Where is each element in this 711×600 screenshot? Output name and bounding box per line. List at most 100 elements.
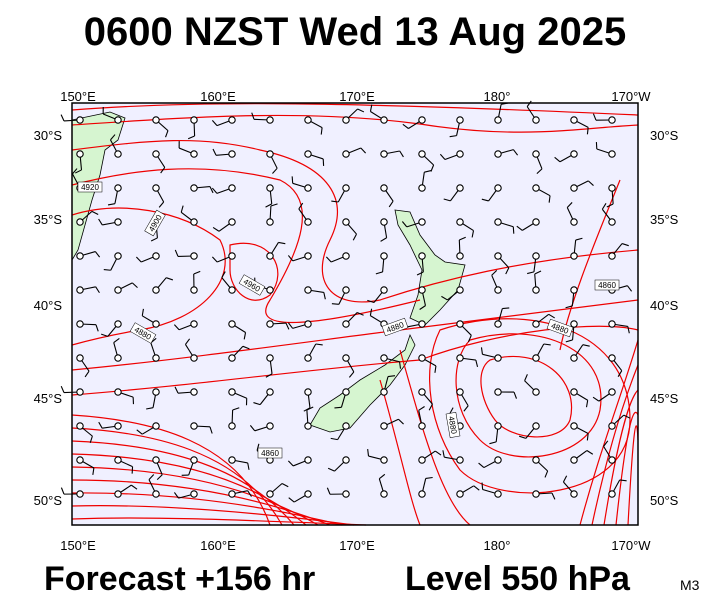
- contour-label-box: [129, 322, 157, 344]
- barb-flag: [348, 371, 355, 378]
- barb-station: [342, 456, 350, 464]
- contour-line: [591, 364, 639, 526]
- top-lon-label: 160°E: [200, 89, 236, 104]
- top-lon-label: 150°E: [60, 89, 96, 104]
- barb-flag: [575, 237, 583, 241]
- barb-station: [418, 252, 426, 260]
- barb-station: [152, 320, 160, 328]
- barb-flag: [513, 391, 518, 399]
- barb-station: [228, 422, 236, 430]
- barb-station: [532, 490, 540, 498]
- barb-station: [304, 116, 312, 124]
- barb-station: [494, 218, 502, 226]
- right-lat-label: 45°S: [650, 391, 679, 406]
- barb-station: [190, 150, 198, 158]
- barb-station: [532, 422, 540, 430]
- barb-station: [76, 150, 84, 158]
- barb-flag: [527, 271, 535, 275]
- barb-flag: [352, 233, 357, 241]
- contour-line: [71, 103, 639, 116]
- barb-flag: [369, 104, 373, 112]
- barb-flag: [463, 405, 469, 412]
- barb-station: [266, 116, 274, 124]
- barb-flag: [481, 482, 484, 490]
- barb-station: [304, 422, 312, 430]
- contour-label: 4920: [77, 181, 103, 193]
- barb-station: [76, 116, 84, 124]
- forecast-label: Forecast +156 hr: [44, 560, 315, 598]
- barb-flag: [428, 403, 433, 411]
- barb-station: [532, 456, 540, 464]
- barb-station: [114, 218, 122, 226]
- contour-label-text: 4880: [447, 416, 459, 436]
- barb-station: [456, 116, 464, 124]
- barb-station: [532, 218, 540, 226]
- barb-flag: [475, 359, 479, 368]
- barb-station: [304, 286, 312, 294]
- barb-station: [266, 490, 274, 498]
- barb-station: [114, 422, 122, 430]
- barb-station: [380, 490, 388, 498]
- barb-station: [570, 218, 578, 226]
- map-frame: [71, 102, 639, 526]
- barb-station: [228, 286, 236, 294]
- barb-station: [266, 252, 274, 260]
- barb-station: [304, 150, 312, 158]
- barb-flag: [502, 307, 510, 310]
- barb-flag: [418, 406, 425, 411]
- barb-flag: [551, 492, 556, 500]
- barb-station: [266, 422, 274, 430]
- barb-station: [342, 388, 350, 396]
- barb-station: [76, 422, 84, 430]
- barb-station: [380, 184, 388, 192]
- barb-flag: [617, 370, 623, 377]
- barb-station: [76, 490, 84, 498]
- barb-flag: [135, 256, 142, 263]
- barb-flag: [425, 476, 433, 479]
- barb-station: [456, 286, 464, 294]
- right-lat-label: 35°S: [650, 212, 679, 227]
- barb-flag: [548, 195, 551, 203]
- barb-station: [570, 490, 578, 498]
- barb-flag: [209, 426, 213, 434]
- contour-label-box: [257, 447, 283, 459]
- barb-flag: [113, 337, 120, 344]
- top-lon-label: 170°E: [339, 89, 375, 104]
- contour-label: 4860: [594, 279, 620, 291]
- barb-station: [342, 354, 350, 362]
- barb-station: [190, 388, 198, 396]
- barb-station: [152, 150, 160, 158]
- barb-station: [152, 116, 160, 124]
- barb-flag: [387, 375, 396, 378]
- barb-flag: [565, 305, 573, 309]
- contour-label-box: [238, 274, 266, 296]
- barb-flag: [211, 119, 218, 126]
- barb-flag: [586, 127, 589, 135]
- barb-flag: [399, 361, 402, 369]
- contours: [71, 103, 639, 526]
- barb-station: [418, 456, 426, 464]
- contour-line: [71, 414, 271, 526]
- barb-station: [532, 116, 540, 124]
- barb-flag: [320, 127, 323, 135]
- barb-station: [190, 252, 198, 260]
- barb-flag: [402, 123, 409, 129]
- barb-flag: [544, 470, 549, 478]
- barb-station: [76, 456, 84, 464]
- barb-flag: [524, 374, 528, 381]
- barb-station: [152, 252, 160, 260]
- barb-station: [266, 320, 274, 328]
- contour-line: [71, 479, 331, 526]
- left-lat-label: 45°S: [34, 391, 63, 406]
- barb-station: [494, 456, 502, 464]
- barb-flag: [399, 150, 404, 158]
- barb-station: [380, 116, 388, 124]
- barb-station: [342, 218, 350, 226]
- barb-flag: [401, 221, 408, 228]
- barb-flag: [265, 203, 273, 208]
- barb-station: [114, 456, 122, 464]
- barb-flag: [84, 370, 90, 378]
- right-lat-label: 50°S: [650, 493, 679, 508]
- barb-station: [608, 320, 616, 328]
